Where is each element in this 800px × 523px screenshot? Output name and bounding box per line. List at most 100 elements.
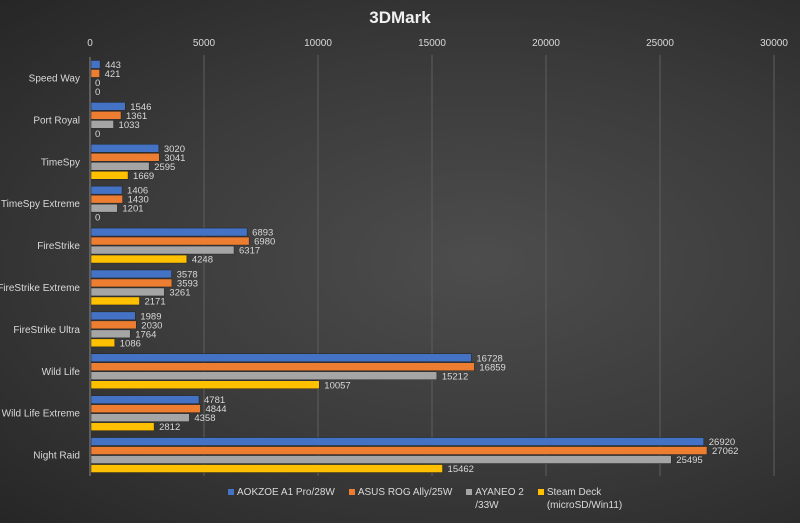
legend-label: Steam Deck (microSD/Win11)	[546, 487, 623, 511]
data-label: 6893	[252, 228, 273, 239]
x-tick-label: 5000	[193, 38, 216, 49]
data-label: 2812	[159, 422, 180, 433]
bar	[90, 320, 137, 330]
legend-item: AYANEO 2 /33W	[466, 486, 524, 512]
category-label: Speed Way	[29, 73, 80, 84]
chart-title: 3DMark	[369, 8, 431, 27]
data-label: 0	[95, 129, 100, 140]
x-tick-label: 15000	[418, 38, 446, 49]
category-label: Wild Life	[42, 367, 81, 378]
bar	[90, 227, 248, 237]
bar	[90, 380, 320, 389]
legend-swatch	[228, 489, 234, 495]
x-tick-label: 10000	[304, 38, 332, 49]
x-tick-label: 30000	[760, 38, 788, 49]
legend-label: AOKZOE A1 Pro/28W	[237, 487, 335, 498]
category-label: Port Royal	[33, 115, 80, 126]
bar	[90, 371, 438, 380]
data-label: 1201	[122, 204, 143, 215]
bar	[90, 455, 672, 464]
data-label: 16859	[479, 362, 505, 373]
data-label: 1764	[135, 329, 156, 340]
data-label: 26920	[709, 437, 735, 448]
data-label: 27062	[712, 446, 738, 457]
data-label: 3593	[177, 278, 198, 289]
data-label: 1430	[128, 195, 149, 206]
bar	[90, 171, 129, 180]
data-label: 0	[95, 213, 100, 224]
legend-item: AOKZOE A1 Pro/28W	[228, 486, 335, 512]
bar	[90, 395, 200, 404]
data-label: 443	[105, 60, 121, 71]
bar	[90, 296, 140, 306]
data-label: 0	[95, 78, 100, 89]
data-label: 16728	[476, 353, 502, 364]
data-label: 1406	[127, 186, 148, 197]
bar	[90, 69, 100, 78]
bar	[90, 404, 201, 413]
bar	[90, 203, 118, 213]
legend-item: ASUS ROG Ally/25W	[348, 486, 453, 512]
x-tick-label: 20000	[532, 38, 560, 49]
legend-swatch	[348, 489, 355, 495]
data-label: 3261	[169, 287, 190, 298]
bar	[90, 278, 173, 288]
data-label: 3020	[164, 144, 185, 155]
bar	[90, 422, 155, 431]
bar	[90, 144, 160, 153]
data-label: 4844	[205, 404, 226, 415]
data-label: 6317	[239, 246, 260, 257]
bar	[90, 245, 235, 255]
bar	[90, 254, 188, 264]
legend-label: AYANEO 2 /33W	[475, 487, 524, 511]
data-label: 1086	[120, 338, 141, 349]
bar	[90, 338, 116, 348]
data-label: 3041	[164, 153, 185, 164]
data-label: 1669	[133, 171, 154, 182]
data-label: 2030	[141, 320, 162, 331]
x-tick-label: 25000	[646, 38, 674, 49]
bar	[90, 329, 131, 339]
data-label: 1033	[119, 120, 140, 131]
bar	[90, 269, 172, 279]
category-label: TimeSpy	[41, 157, 80, 168]
data-label: 25495	[676, 455, 702, 466]
legend-item: Steam Deck (microSD/Win11)	[537, 486, 623, 512]
legend-swatch	[537, 489, 544, 495]
bar	[90, 311, 136, 321]
data-label: 15212	[442, 371, 468, 382]
data-label: 15462	[448, 464, 474, 475]
data-label: 1361	[126, 111, 147, 122]
data-label: 4358	[194, 413, 215, 424]
bar	[90, 437, 705, 446]
data-label: 0	[95, 87, 100, 98]
bar	[90, 111, 122, 120]
data-label: 3578	[177, 269, 198, 280]
legend-swatch	[466, 489, 473, 495]
bar	[90, 120, 114, 129]
data-label: 2171	[144, 296, 165, 307]
bar	[90, 464, 443, 473]
category-label: Wild Life Extreme	[2, 409, 81, 420]
legend-label: ASUS ROG Ally/25W	[357, 487, 453, 498]
data-label: 4781	[204, 395, 225, 406]
bar	[90, 413, 190, 422]
x-tick-label: 0	[87, 38, 93, 49]
category-label: FireStrike	[37, 241, 80, 252]
category-label: FireStrike Ultra	[13, 325, 80, 336]
bar	[90, 102, 126, 111]
bar	[90, 353, 472, 362]
data-label: 421	[105, 69, 121, 80]
category-label: FireStrike Extreme	[0, 283, 80, 294]
bar	[90, 446, 708, 455]
data-label: 1989	[140, 311, 161, 322]
bar	[90, 362, 475, 371]
bar	[90, 194, 123, 204]
bar	[90, 60, 101, 69]
bar	[90, 287, 165, 297]
data-label: 4248	[192, 255, 213, 266]
bar	[90, 236, 250, 246]
category-label: TimeSpy Extreme	[1, 199, 81, 210]
data-label: 2595	[154, 162, 175, 173]
